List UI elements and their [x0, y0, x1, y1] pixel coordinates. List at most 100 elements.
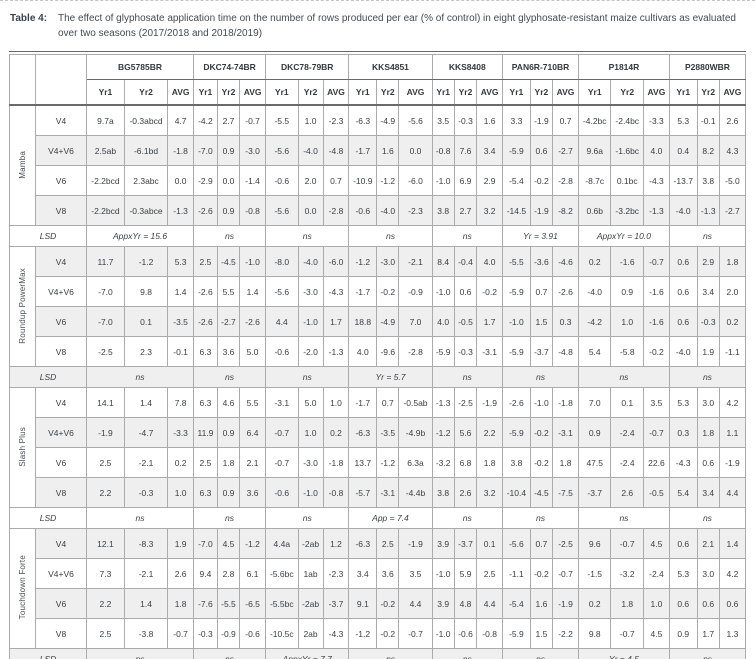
value-cell: 3.0	[696, 387, 720, 418]
value-cell: -5.5	[502, 246, 531, 277]
value-cell: -2.4	[610, 417, 644, 448]
treatment-label: V8	[35, 618, 87, 649]
value-cell: 1.0	[297, 417, 324, 448]
value-cell: -4.3	[322, 276, 350, 307]
table-row: V4+V6 7.3 -2.1 2.6 9.4 2.8 6.1 -5.6bc 1ab -2.3 3.4…	[10, 558, 747, 589]
value-cell: -6.0	[398, 165, 433, 196]
value-cell: 1.8	[552, 447, 579, 478]
treatment-label: V4+V6	[35, 417, 87, 448]
value-cell: -1.9	[552, 588, 579, 619]
herbicide-group-label: Touchdown Forte	[17, 555, 27, 620]
year-header: AVG	[239, 79, 267, 106]
value-cell: 1.8	[610, 588, 644, 619]
lsd-value: ns	[431, 225, 504, 247]
value-cell: -0.7	[643, 417, 670, 448]
value-cell: 0.9	[577, 417, 612, 448]
year-header: AVG	[643, 79, 670, 106]
value-cell: -1.0	[431, 618, 455, 649]
herbicide-group-cell: Touchdown Forte	[9, 528, 36, 649]
value-cell: 4.5	[216, 528, 241, 559]
value-cell: 0.9	[216, 477, 241, 508]
cultivar-header-row: BG5785BR DKC74-74BR DKC78-79BR KKS4851 KKS84…	[9, 54, 747, 106]
value-cell: -4.0	[376, 195, 400, 226]
value-cell: -6.3	[348, 528, 378, 559]
year-header: AVG	[552, 79, 579, 106]
value-cell: 18.8	[348, 306, 378, 337]
lsd-value: ns	[348, 648, 433, 659]
value-cell: 2.6	[453, 477, 478, 508]
value-cell: 6.3	[193, 336, 218, 367]
value-cell: -1.7	[348, 387, 378, 418]
value-cell: 2.9	[476, 165, 504, 196]
value-cell: -5.9	[502, 618, 531, 649]
value-cell: -1.8	[167, 135, 195, 166]
lsd-value: ns	[265, 366, 350, 388]
value-cell: 2ab	[297, 618, 324, 649]
value-cell: 2.0	[718, 276, 747, 307]
value-cell: 4.5	[643, 528, 670, 559]
value-cell: -7.6	[193, 588, 218, 619]
year-header: Yr1	[668, 79, 698, 106]
value-cell: -2.6	[193, 195, 218, 226]
value-cell: 0.0	[297, 195, 324, 226]
value-cell: -2ab	[297, 588, 324, 619]
value-cell: -2.4bc	[610, 104, 644, 136]
value-cell: -5.9	[431, 336, 455, 367]
value-cell: -0.2	[476, 276, 504, 307]
value-cell: -2.6	[193, 276, 218, 307]
value-cell: -0.7	[265, 417, 299, 448]
table-row: V4+V6 -1.9 -4.7 -3.3 11.9 0.9 6.4 -0.7 1.0 0.2 -6.…	[10, 417, 747, 448]
value-cell: -2.4	[610, 447, 644, 478]
value-cell: 4.4a	[265, 528, 299, 559]
lsd-value: AppxYr = 15.6	[85, 225, 195, 247]
table-row: V8 2.2 -0.3 1.0 6.3 0.9 3.6 -0.6 -1.0 -0.8 -5.7 -3.…	[10, 477, 747, 508]
value-cell: 9.7a	[86, 104, 125, 136]
value-cell: 1.4	[718, 528, 747, 559]
value-cell: -7.0	[86, 306, 125, 337]
corner-cell-treatment	[35, 54, 87, 106]
lsd-value: ns	[431, 366, 504, 388]
value-cell: 1.7	[322, 306, 350, 337]
value-cell: 3.5	[643, 387, 670, 418]
value-cell: -0.8	[239, 195, 267, 226]
lsd-value: ns	[85, 648, 195, 659]
value-cell: -0.8	[476, 618, 504, 649]
value-cell: -7.5	[552, 477, 579, 508]
value-cell: -6.5	[239, 588, 267, 619]
value-cell: 0.9	[216, 195, 241, 226]
value-cell: -4.4b	[398, 477, 433, 508]
value-cell: 3.6	[216, 336, 241, 367]
value-cell: -8.7c	[577, 165, 612, 196]
value-cell: 0.0	[398, 135, 433, 166]
value-cell: 1ab	[297, 558, 324, 589]
value-cell: -1.3	[167, 195, 195, 226]
value-cell: 3.9	[431, 528, 455, 559]
value-cell: -0.2	[529, 417, 554, 448]
value-cell: 0.6	[696, 447, 720, 478]
value-cell: -0.2	[376, 618, 400, 649]
value-cell: 2.7	[453, 195, 478, 226]
value-cell: -5.0	[718, 165, 747, 196]
treatment-label: V8	[35, 195, 87, 226]
value-cell: 5.3	[668, 387, 698, 418]
value-cell: 4.0	[643, 135, 670, 166]
value-cell: 3.5	[431, 104, 455, 136]
value-cell: -5.6	[265, 195, 299, 226]
value-cell: 4.8	[453, 588, 478, 619]
value-cell: -3.1	[552, 417, 579, 448]
lsd-value: App = 7.4	[348, 507, 433, 529]
value-cell: 5.5	[239, 387, 267, 418]
value-cell: 3.0	[696, 558, 720, 589]
treatment-label: V4	[35, 246, 87, 277]
lsd-value: ns	[431, 648, 504, 659]
value-cell: -2.7	[718, 195, 747, 226]
table-wrapper: BG5785BR DKC74-74BR DKC78-79BR KKS4851 KKS84…	[9, 51, 747, 659]
value-cell: 2.7	[216, 104, 241, 136]
value-cell: -4.9b	[398, 417, 433, 448]
year-header: Yr2	[453, 79, 478, 106]
value-cell: -0.2	[643, 336, 670, 367]
value-cell: 4.2	[718, 558, 747, 589]
lsd-value: Yr = 3.91	[502, 225, 579, 247]
value-cell: 3.9	[431, 588, 455, 619]
lsd-value: ns	[348, 225, 433, 247]
